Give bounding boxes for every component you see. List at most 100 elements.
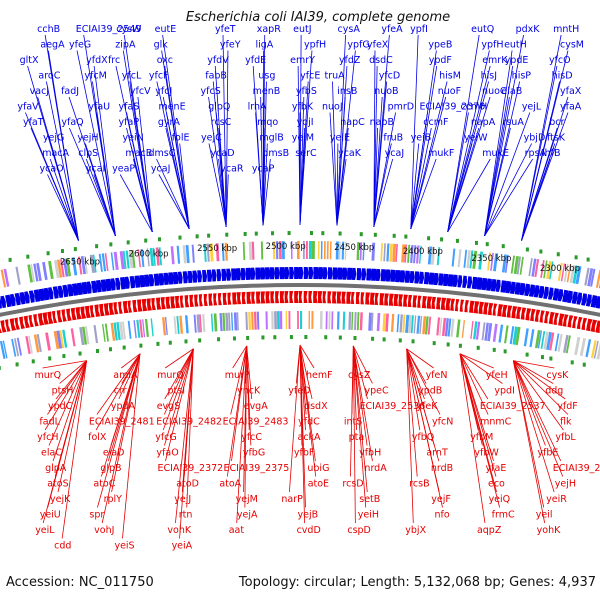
cds-arrow <box>450 298 456 311</box>
cog-feature <box>528 258 533 277</box>
gene-label: dmsC <box>148 148 175 159</box>
cds-arrow <box>289 291 294 304</box>
cog-feature <box>557 262 563 281</box>
marker-dot <box>586 257 590 262</box>
cog-feature <box>15 266 21 285</box>
cds-arrow <box>141 298 148 312</box>
cds-arrow <box>289 267 295 280</box>
forward-cog-ring <box>0 241 600 289</box>
gene-leader-line <box>410 34 419 229</box>
gene-leader-line <box>336 143 339 226</box>
gene-leader-line <box>373 50 376 227</box>
gene-label: yfcF <box>149 71 169 82</box>
cog-feature <box>260 241 264 260</box>
cds-arrow <box>94 304 101 317</box>
cog-feature <box>473 321 478 340</box>
gene-leader-line <box>133 158 153 232</box>
cds-arrow <box>585 318 593 332</box>
gene-label: bcr <box>549 117 564 128</box>
cog-feature <box>515 326 521 346</box>
gene-label: aegA <box>40 40 65 51</box>
gene-leader-line <box>129 81 153 232</box>
cds-arrow <box>298 267 304 280</box>
gene-label: lrhA <box>248 102 267 113</box>
cog-feature <box>300 311 303 330</box>
cog-feature <box>82 326 88 345</box>
cog-feature <box>478 251 484 270</box>
cds-arrow <box>438 273 445 286</box>
gene-label: atoE <box>308 479 329 490</box>
cog-feature <box>182 245 187 264</box>
marker-dot <box>73 247 77 252</box>
gene-label: yfaP <box>119 117 140 128</box>
cog-feature <box>390 313 395 332</box>
marker-dot <box>8 257 12 262</box>
gene-leader-line <box>119 174 153 233</box>
cog-feature <box>399 314 403 333</box>
cog-feature <box>139 319 144 338</box>
cog-feature <box>279 311 283 330</box>
cog-feature <box>206 243 210 262</box>
cog-feature <box>469 250 474 269</box>
cds-arrow <box>487 302 494 316</box>
backbone-arc <box>0 283 600 317</box>
cds-arrow <box>294 291 299 304</box>
marker-dot <box>232 336 236 341</box>
gene-leader-line <box>373 81 388 227</box>
cds-arrow <box>404 270 411 283</box>
gene-label: yeiS <box>114 541 134 552</box>
cds-arrow <box>342 267 348 280</box>
gene-leader-line <box>76 50 116 236</box>
marker-dot <box>474 240 478 245</box>
gene-label: dmsB <box>262 148 289 159</box>
cog-feature <box>121 321 126 340</box>
cog-feature <box>54 259 60 279</box>
gene-leader-line <box>513 360 555 369</box>
cog-feature <box>84 326 90 345</box>
gene-label: ypdI <box>494 386 514 397</box>
cog-feature <box>278 241 282 260</box>
cog-feature <box>225 312 229 331</box>
cog-feature <box>45 332 51 351</box>
cog-feature <box>16 337 23 356</box>
cds-arrow <box>194 294 199 307</box>
gene-label: yeiU <box>40 510 61 521</box>
cds-arrow <box>84 305 91 319</box>
gene-leader-line <box>410 127 432 229</box>
gene-leader-line <box>95 353 141 431</box>
gene-label: yfbG <box>243 448 265 459</box>
cds-arrow <box>412 295 418 308</box>
cog-feature <box>248 311 252 330</box>
gene-label: atoS <box>47 479 68 490</box>
marker-dot <box>432 341 436 346</box>
gene-label: rcsD <box>342 479 363 490</box>
cog-feature <box>383 243 386 262</box>
gene-label: narP <box>281 494 303 505</box>
cds-arrow <box>459 299 465 312</box>
gene-label: menB <box>253 86 281 97</box>
cog-feature <box>344 241 347 260</box>
cds-arrow <box>146 298 152 311</box>
gene-label: ccmF <box>423 117 448 128</box>
cog-feature <box>540 330 546 349</box>
gene-label: yfcJ <box>155 86 172 97</box>
cog-feature <box>575 265 582 285</box>
cog-feature <box>385 313 389 332</box>
gene-leader-line <box>352 345 373 384</box>
gene-leader-line <box>259 174 264 226</box>
marker-dot <box>501 244 505 249</box>
cog-feature <box>92 254 97 273</box>
gene-label: insB <box>337 86 357 97</box>
cds-arrow <box>303 291 308 304</box>
cog-feature <box>326 241 329 260</box>
gene-leader-line <box>406 348 434 369</box>
marker-dot <box>411 339 415 344</box>
gene-label: yfcC <box>241 432 262 443</box>
cds-arrow <box>351 267 357 280</box>
cog-feature <box>146 248 150 267</box>
gene-label: cvdD <box>297 525 321 536</box>
cog-feature <box>356 312 360 331</box>
cog-feature <box>56 330 63 349</box>
gene-label: yeiB <box>411 133 432 144</box>
cds-arrow <box>89 305 95 318</box>
